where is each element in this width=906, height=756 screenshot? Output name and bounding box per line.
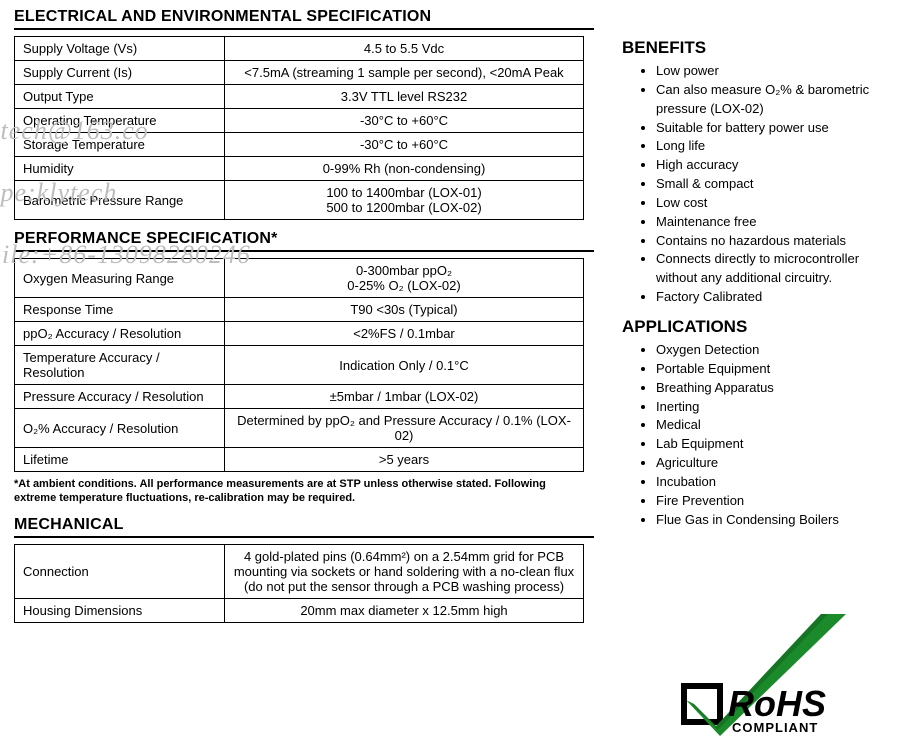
list-item: Factory Calibrated	[656, 288, 892, 307]
spec-label: Connection	[15, 544, 225, 598]
applications-list: Oxygen DetectionPortable EquipmentBreath…	[622, 341, 892, 529]
list-item: Suitable for battery power use	[656, 119, 892, 138]
table-row: Barometric Pressure Range100 to 1400mbar…	[15, 181, 584, 220]
list-item: Can also measure O₂% & barometric pressu…	[656, 81, 892, 119]
rohs-text-sub: COMPLIANT	[732, 720, 818, 735]
spec-label: Lifetime	[15, 448, 225, 472]
spec-value: ±5mbar / 1mbar (LOX-02)	[225, 385, 584, 409]
performance-table: Oxygen Measuring Range0-300mbar ppO₂0-25…	[14, 258, 584, 472]
rohs-logo: RoHS COMPLIANT	[676, 608, 886, 738]
list-item: Medical	[656, 416, 892, 435]
spec-value: 4.5 to 5.5 Vdc	[225, 37, 584, 61]
list-item: Breathing Apparatus	[656, 379, 892, 398]
spec-label: Output Type	[15, 85, 225, 109]
spec-value: <7.5mA (streaming 1 sample per second), …	[225, 61, 584, 85]
spec-value: Indication Only / 0.1°C	[225, 346, 584, 385]
list-item: High accuracy	[656, 156, 892, 175]
table-row: Supply Voltage (Vs)4.5 to 5.5 Vdc	[15, 37, 584, 61]
list-item: Long life	[656, 137, 892, 156]
list-item: Fire Prevention	[656, 492, 892, 511]
mechanical-title: MECHANICAL	[14, 516, 594, 538]
left-column: ELECTRICAL AND ENVIRONMENTAL SPECIFICATI…	[14, 8, 594, 623]
spec-value: >5 years	[225, 448, 584, 472]
spec-value: -30°C to +60°C	[225, 109, 584, 133]
spec-value: 100 to 1400mbar (LOX-01)500 to 1200mbar …	[225, 181, 584, 220]
list-item: Connects directly to microcontroller wit…	[656, 250, 892, 288]
spec-value: Determined by ppO₂ and Pressure Accuracy…	[225, 409, 584, 448]
performance-footnote: *At ambient conditions. All performance …	[14, 478, 584, 506]
list-item: Inerting	[656, 398, 892, 417]
spec-label: Storage Temperature	[15, 133, 225, 157]
table-row: Lifetime>5 years	[15, 448, 584, 472]
performance-title: PERFORMANCE SPECIFICATION*	[14, 230, 594, 252]
spec-label: Temperature Accuracy / Resolution	[15, 346, 225, 385]
spec-value: -30°C to +60°C	[225, 133, 584, 157]
list-item: Low cost	[656, 194, 892, 213]
table-row: Temperature Accuracy / ResolutionIndicat…	[15, 346, 584, 385]
electrical-title: ELECTRICAL AND ENVIRONMENTAL SPECIFICATI…	[14, 8, 594, 30]
list-item: Flue Gas in Condensing Boilers	[656, 511, 892, 530]
table-row: Housing Dimensions20mm max diameter x 12…	[15, 598, 584, 622]
spec-label: Oxygen Measuring Range	[15, 259, 225, 298]
table-row: Connection4 gold-plated pins (0.64mm²) o…	[15, 544, 584, 598]
spec-label: Housing Dimensions	[15, 598, 225, 622]
benefits-title: BENEFITS	[622, 38, 892, 58]
spec-value: <2%FS / 0.1mbar	[225, 322, 584, 346]
table-row: Operating Temperature-30°C to +60°C	[15, 109, 584, 133]
mechanical-tbody: Connection4 gold-plated pins (0.64mm²) o…	[15, 544, 584, 622]
applications-title: APPLICATIONS	[622, 317, 892, 337]
spec-label: Response Time	[15, 298, 225, 322]
list-item: Small & compact	[656, 175, 892, 194]
spec-label: ppO₂ Accuracy / Resolution	[15, 322, 225, 346]
spec-label: Barometric Pressure Range	[15, 181, 225, 220]
rohs-text-main: RoHS	[728, 683, 826, 724]
right-column: BENEFITS Low powerCan also measure O₂% &…	[622, 8, 892, 623]
spec-label: Supply Current (Is)	[15, 61, 225, 85]
list-item: Agriculture	[656, 454, 892, 473]
spec-value: 20mm max diameter x 12.5mm high	[225, 598, 584, 622]
table-row: Supply Current (Is)<7.5mA (streaming 1 s…	[15, 61, 584, 85]
list-item: Incubation	[656, 473, 892, 492]
table-row: Pressure Accuracy / Resolution±5mbar / 1…	[15, 385, 584, 409]
spec-label: Supply Voltage (Vs)	[15, 37, 225, 61]
spec-value: T90 <30s (Typical)	[225, 298, 584, 322]
spec-value: 3.3V TTL level RS232	[225, 85, 584, 109]
table-row: Oxygen Measuring Range0-300mbar ppO₂0-25…	[15, 259, 584, 298]
spec-label: Pressure Accuracy / Resolution	[15, 385, 225, 409]
spec-value: 4 gold-plated pins (0.64mm²) on a 2.54mm…	[225, 544, 584, 598]
electrical-table: Supply Voltage (Vs)4.5 to 5.5 VdcSupply …	[14, 36, 584, 220]
spec-label: Humidity	[15, 157, 225, 181]
spec-value: 0-300mbar ppO₂0-25% O₂ (LOX-02)	[225, 259, 584, 298]
list-item: Oxygen Detection	[656, 341, 892, 360]
spec-label: O₂% Accuracy / Resolution	[15, 409, 225, 448]
table-row: Humidity0-99% Rh (non-condensing)	[15, 157, 584, 181]
electrical-tbody: Supply Voltage (Vs)4.5 to 5.5 VdcSupply …	[15, 37, 584, 220]
spec-value: 0-99% Rh (non-condensing)	[225, 157, 584, 181]
list-item: Low power	[656, 62, 892, 81]
table-row: Output Type3.3V TTL level RS232	[15, 85, 584, 109]
table-row: Response TimeT90 <30s (Typical)	[15, 298, 584, 322]
table-row: ppO₂ Accuracy / Resolution<2%FS / 0.1mba…	[15, 322, 584, 346]
mechanical-table: Connection4 gold-plated pins (0.64mm²) o…	[14, 544, 584, 623]
benefits-list: Low powerCan also measure O₂% & barometr…	[622, 62, 892, 307]
list-item: Portable Equipment	[656, 360, 892, 379]
spec-label: Operating Temperature	[15, 109, 225, 133]
list-item: Lab Equipment	[656, 435, 892, 454]
table-row: O₂% Accuracy / ResolutionDetermined by p…	[15, 409, 584, 448]
performance-tbody: Oxygen Measuring Range0-300mbar ppO₂0-25…	[15, 259, 584, 472]
list-item: Contains no hazardous materials	[656, 232, 892, 251]
list-item: Maintenance free	[656, 213, 892, 232]
table-row: Storage Temperature-30°C to +60°C	[15, 133, 584, 157]
